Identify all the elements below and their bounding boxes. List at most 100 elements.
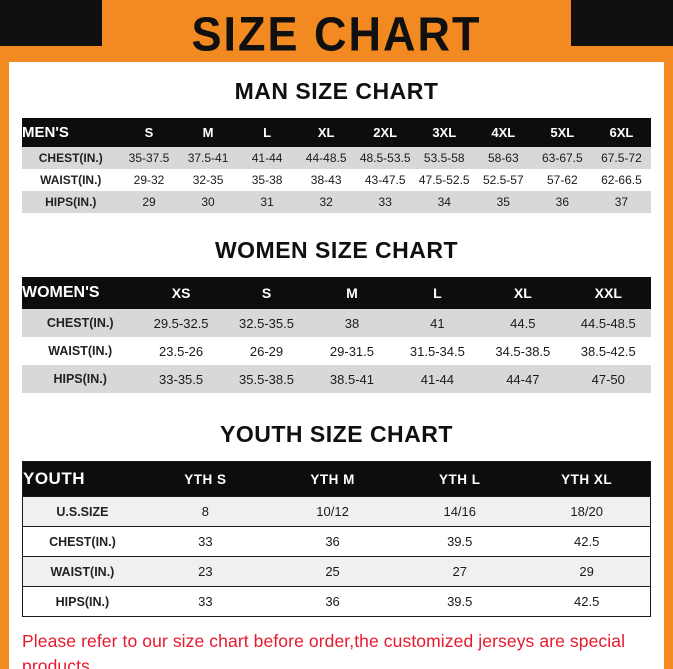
size-header-cell: XS (138, 277, 224, 309)
value-cell: 37.5-41 (178, 147, 238, 169)
table-title-cell: MEN'S (22, 118, 120, 147)
size-header-cell: S (119, 118, 179, 147)
row-label-cell: HIPS(IN.) (22, 191, 120, 213)
value-cell: 32-35 (178, 169, 238, 191)
value-cell: 67.5-72 (591, 147, 651, 169)
value-cell: 41-44 (394, 365, 481, 393)
value-cell: 34.5-38.5 (480, 337, 566, 365)
value-cell: 48.5-53.5 (355, 147, 415, 169)
value-cell: 42.5 (523, 526, 651, 557)
size-header-cell: S (223, 277, 310, 309)
value-cell: 47-50 (565, 365, 651, 393)
value-cell: 39.5 (396, 586, 524, 617)
value-cell: 53.5-58 (414, 147, 474, 169)
youth-chart-heading: YOUTH SIZE CHART (220, 421, 453, 447)
table-row: WAIST(IN.) 29-32 32-35 35-38 38-43 43-47.5 47.… (22, 169, 651, 191)
row-label-cell: HIPS(IN.) (22, 365, 139, 393)
value-cell: 35-37.5 (119, 147, 179, 169)
value-cell: 39.5 (396, 526, 524, 557)
row-label-cell: HIPS(IN.) (22, 586, 142, 617)
value-cell: 36 (268, 586, 397, 617)
size-header-cell: YTH L (396, 461, 524, 497)
value-cell: 32.5-35.5 (223, 309, 310, 337)
value-cell: 38-43 (296, 169, 356, 191)
value-cell: 31 (237, 191, 297, 213)
value-cell: 8 (141, 496, 269, 527)
content-area: MAN SIZE CHART MEN'S S M L XL 2XL 3XL 4XL 5XL 6XL… (9, 62, 664, 669)
table-row: WAIST(IN.) 23 25 27 29 (22, 556, 651, 587)
value-cell: 58-63 (473, 147, 533, 169)
row-label-cell: U.S.SIZE (22, 496, 142, 527)
table-header-row: MEN'S S M L XL 2XL 3XL 4XL 5XL 6XL (22, 118, 651, 147)
size-header-cell: M (309, 277, 395, 309)
table-title-cell: YOUTH (22, 461, 142, 497)
value-cell: 38.5-42.5 (565, 337, 651, 365)
value-cell: 36 (532, 191, 592, 213)
size-header-cell: 6XL (591, 118, 651, 147)
size-header-cell: YTH S (141, 461, 269, 497)
value-cell: 25 (268, 556, 397, 587)
youth-size-table: YOUTH YTH S YTH M YTH L YTH XL U.S.SIZE 8 10/12… (22, 461, 651, 617)
value-cell: 23 (141, 556, 269, 587)
table-row: HIPS(IN.) 33-35.5 35.5-38.5 38.5-41 41-44 44-… (22, 365, 651, 393)
footer-line-1: Please refer to our size chart before or… (22, 631, 626, 669)
value-cell: 44.5 (480, 309, 566, 337)
value-cell: 32 (296, 191, 356, 213)
size-header-cell: 3XL (414, 118, 474, 147)
man-size-table: MEN'S S M L XL 2XL 3XL 4XL 5XL 6XL CHEST(IN.) 35-37… (22, 118, 651, 213)
table-header-row: WOMEN'S XS S M L XL XXL (22, 277, 651, 309)
value-cell: 29-31.5 (309, 337, 395, 365)
row-label-cell: CHEST(IN.) (22, 147, 120, 169)
value-cell: 63-67.5 (532, 147, 592, 169)
table-row: CHEST(IN.) 35-37.5 37.5-41 41-44 44-48.5 48.5… (22, 147, 651, 169)
value-cell: 35-38 (237, 169, 297, 191)
size-header-cell: XXL (565, 277, 651, 309)
value-cell: 38 (309, 309, 395, 337)
table-row: HIPS(IN.) 33 36 39.5 42.5 (22, 586, 651, 617)
value-cell: 33 (141, 586, 269, 617)
table-row: WAIST(IN.) 23.5-26 26-29 29-31.5 31.5-34.5 34… (22, 337, 651, 365)
value-cell: 23.5-26 (138, 337, 224, 365)
women-size-table: WOMEN'S XS S M L XL XXL CHEST(IN.) 29.5-32.5 32.5… (22, 277, 651, 393)
size-header-cell: 5XL (532, 118, 592, 147)
value-cell: 44-48.5 (296, 147, 356, 169)
row-label-cell: WAIST(IN.) (22, 556, 142, 587)
value-cell: 52.5-57 (473, 169, 533, 191)
size-header-cell: L (237, 118, 297, 147)
size-header-cell: XL (480, 277, 566, 309)
value-cell: 34 (414, 191, 474, 213)
top-right-black-block (571, 0, 673, 46)
table-row: CHEST(IN.) 29.5-32.5 32.5-35.5 38 41 44.5 44.5… (22, 309, 651, 337)
man-chart-heading: MAN SIZE CHART (234, 78, 439, 104)
value-cell: 36 (268, 526, 397, 557)
value-cell: 38.5-41 (309, 365, 395, 393)
size-header-cell: M (178, 118, 238, 147)
value-cell: 41 (394, 309, 481, 337)
page-title: SIZE CHART (191, 5, 482, 61)
value-cell: 44.5-48.5 (565, 309, 651, 337)
row-label-cell: CHEST(IN.) (22, 526, 142, 557)
value-cell: 33 (141, 526, 269, 557)
value-cell: 14/16 (396, 496, 524, 527)
value-cell: 33 (355, 191, 415, 213)
table-row: HIPS(IN.) 29 30 31 32 33 34 35 36 37 (22, 191, 651, 213)
value-cell: 30 (178, 191, 238, 213)
row-label-cell: CHEST(IN.) (22, 309, 139, 337)
size-header-cell: L (394, 277, 481, 309)
value-cell: 44-47 (480, 365, 566, 393)
value-cell: 35 (473, 191, 533, 213)
value-cell: 41-44 (237, 147, 297, 169)
value-cell: 29 (523, 556, 651, 587)
value-cell: 57-62 (532, 169, 592, 191)
size-header-cell: YTH XL (523, 461, 651, 497)
value-cell: 31.5-34.5 (394, 337, 481, 365)
value-cell: 33-35.5 (138, 365, 224, 393)
size-header-cell: YTH M (268, 461, 397, 497)
value-cell: 29 (119, 191, 179, 213)
table-row: U.S.SIZE 8 10/12 14/16 18/20 (22, 496, 651, 527)
value-cell: 18/20 (523, 496, 651, 527)
title-band: SIZE CHART (0, 0, 673, 62)
size-header-cell: 2XL (355, 118, 415, 147)
value-cell: 37 (591, 191, 651, 213)
